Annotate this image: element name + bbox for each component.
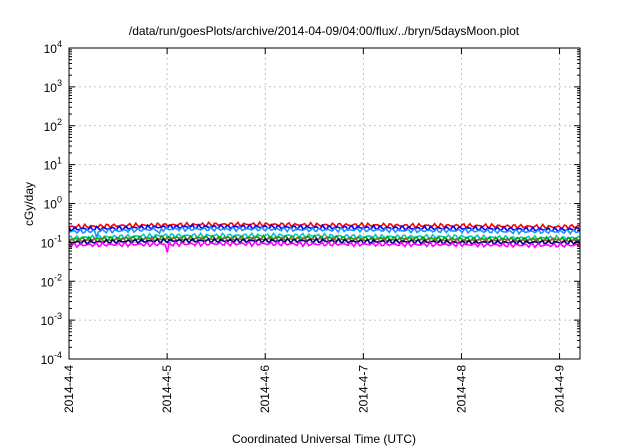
y-axis-label: cGy/day [22,182,36,226]
y-tick-label: 101 [44,156,62,173]
series-line-3 [68,225,581,240]
y-tick-label: 10-3 [41,311,62,328]
x-tick-label: 2014-4-9 [553,365,567,413]
x-tick-label: 2014-4-5 [160,365,174,413]
series-group [68,220,581,253]
y-tick-label: 103 [44,78,62,95]
y-tick-label: 102 [44,117,62,134]
y-tick-label: 100 [44,195,62,212]
y-tick-label: 104 [44,39,62,56]
y-tick-label: 10-4 [41,350,62,367]
y-tick-label: 10-2 [41,272,62,289]
grid [69,48,580,359]
y-tick-label: 10-1 [41,233,62,250]
x-tick-label: 2014-4-6 [258,365,272,413]
x-tick-label: 2014-4-7 [356,365,370,413]
y-ticks: 10-4 10-3 10-2 10-1 100 101 102 103 104 [41,39,580,367]
x-axis-label: Coordinated Universal Time (UTC) [232,432,416,446]
x-tick-label: 2014-4-8 [454,365,468,413]
x-ticks: 2014-4-4 2014-4-5 2014-4-6 2014-4-7 2014-4-8… [62,48,567,413]
x-tick-label: 2014-4-4 [62,365,76,413]
series-line-8 [68,240,581,253]
chart-title: /data/run/goesPlots/archive/2014-04-09/0… [129,24,520,38]
series-line-2 [68,223,581,234]
